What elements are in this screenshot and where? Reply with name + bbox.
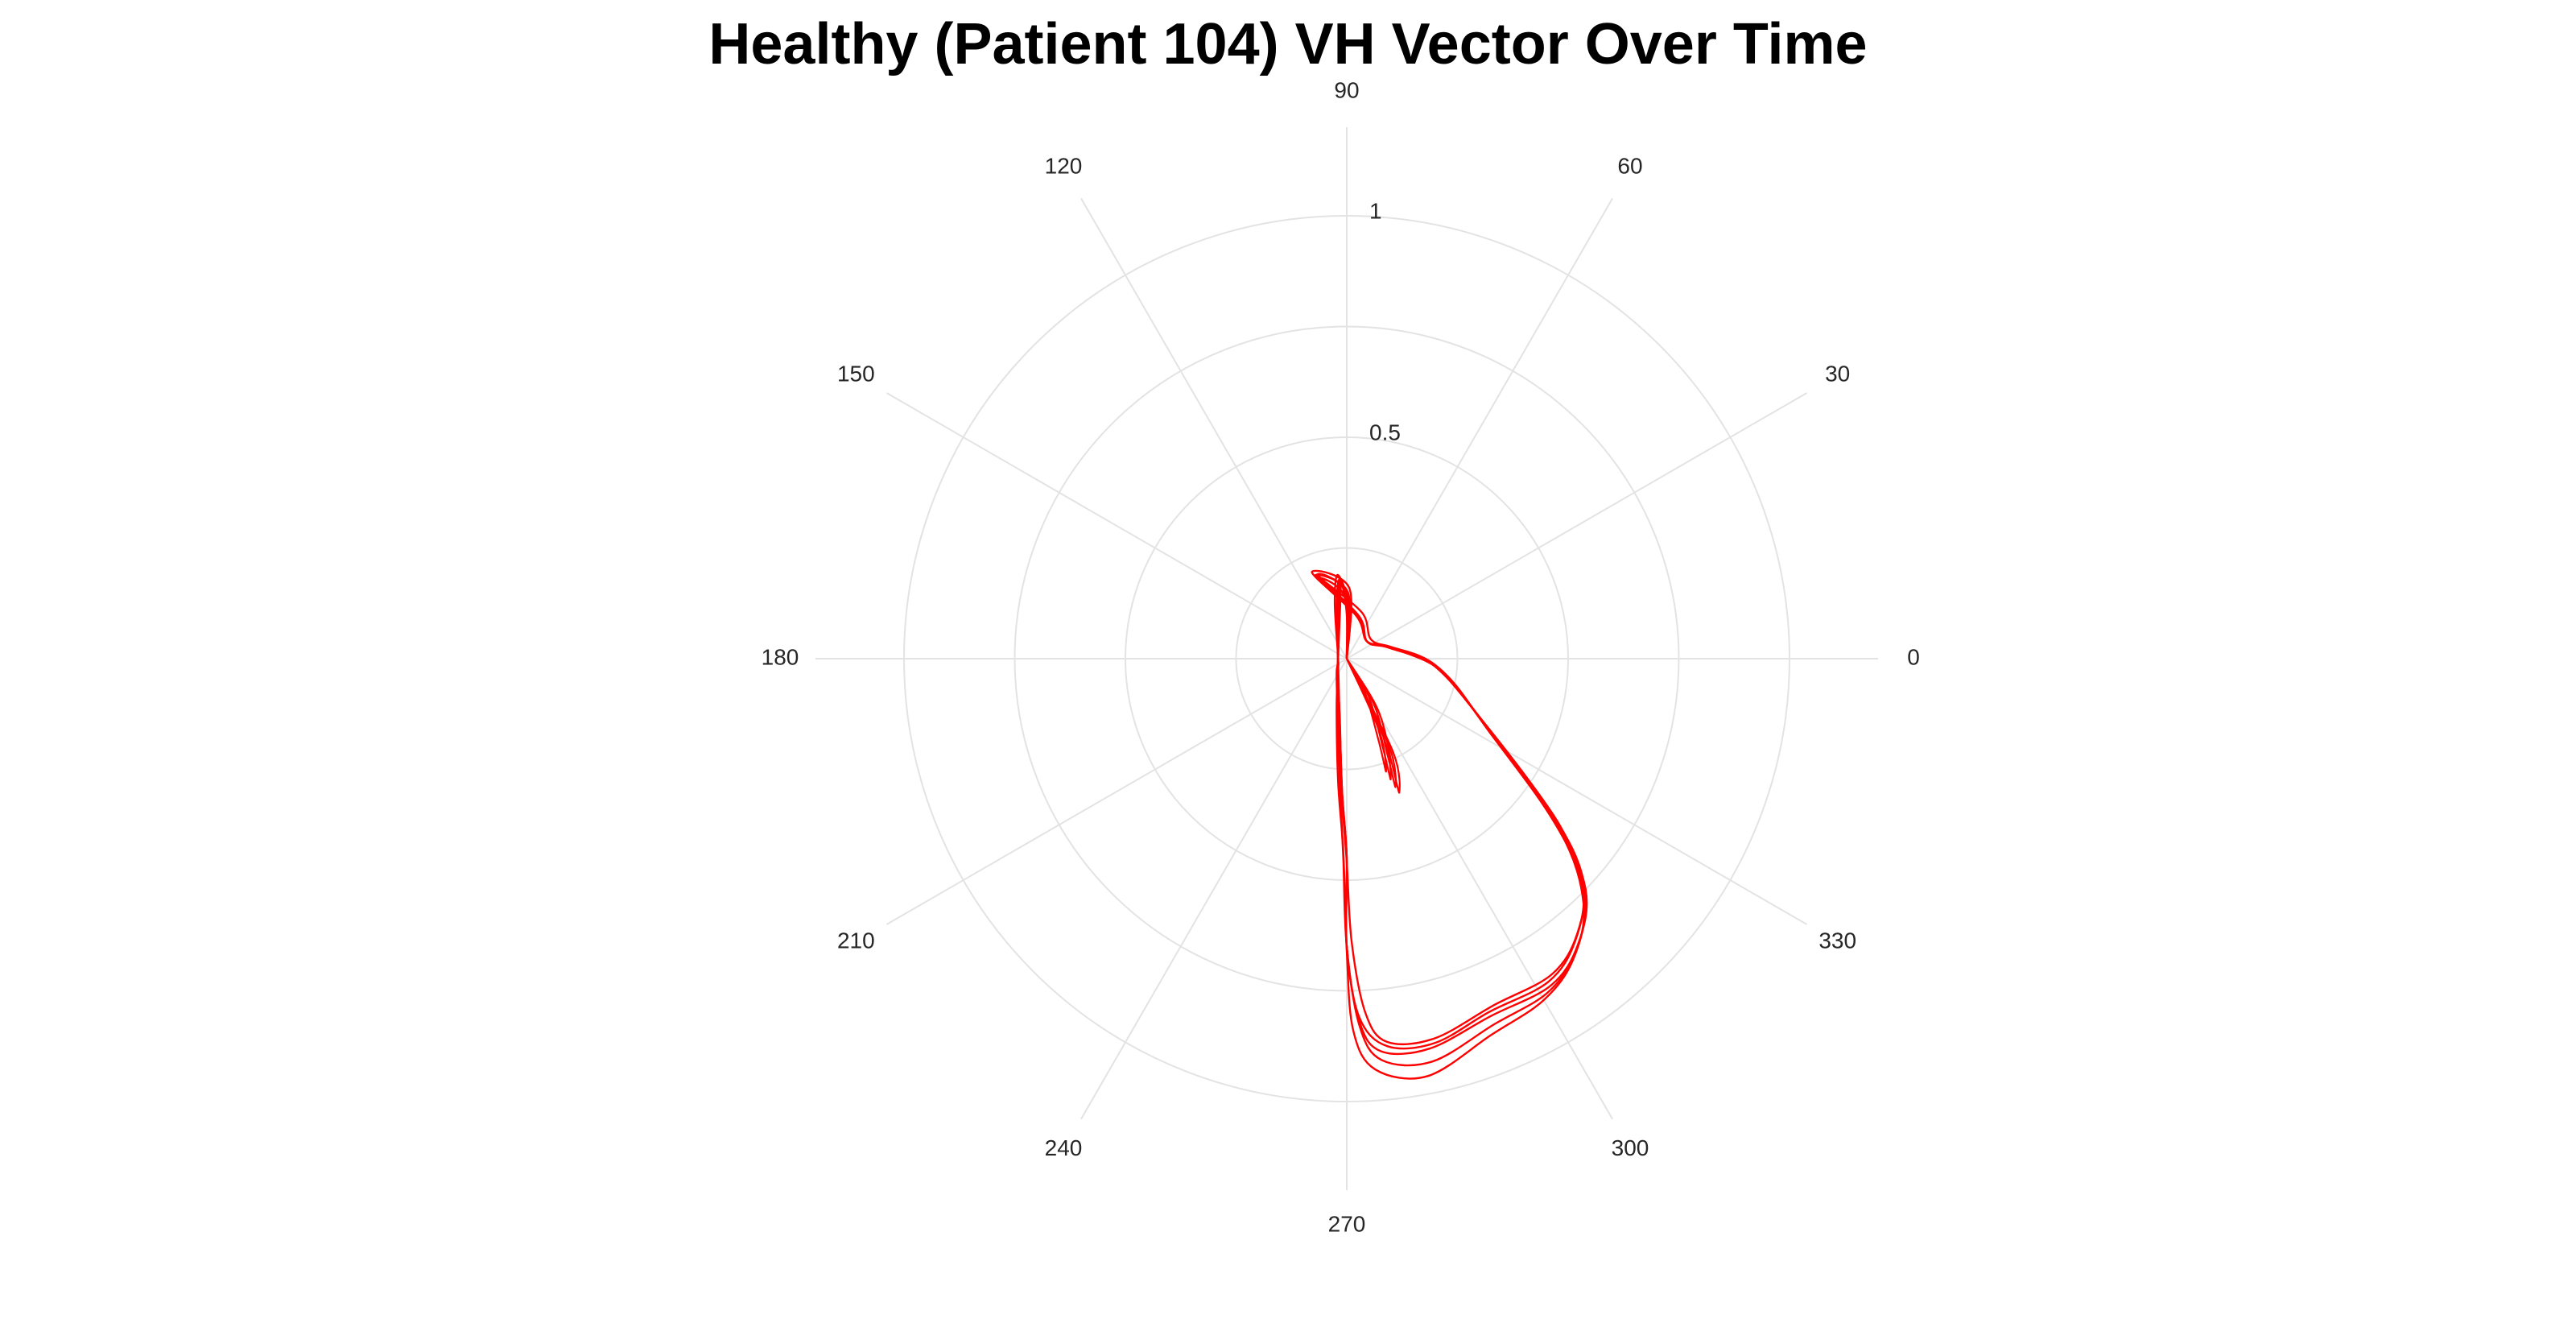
angle-tick-label: 270 <box>1328 1211 1366 1236</box>
radius-tick-label: 0.5 <box>1369 420 1401 444</box>
vector-lobe-3 <box>1345 658 1387 773</box>
angle-tick-label: 0 <box>1907 644 1920 669</box>
angle-tick-label: 330 <box>1818 928 1856 953</box>
angle-tick-label: 300 <box>1612 1135 1649 1160</box>
vector-loop-5 <box>1314 573 1585 1050</box>
grid-spoke <box>1080 197 1348 659</box>
grid-spoke <box>886 658 1348 925</box>
grid-spoke <box>1346 197 1613 659</box>
polar-grid <box>815 127 1878 1190</box>
grid-spoke <box>1346 658 1808 925</box>
axis-labels: 0 30 60 90 120 150 180 210 240 270 300 330 0.5 1 <box>762 77 1920 1236</box>
angle-tick-label: 210 <box>837 928 875 953</box>
grid-spoke <box>1080 658 1348 1120</box>
vector-loop-4 <box>1316 573 1587 1067</box>
vector-lobe-1 <box>1346 658 1392 781</box>
grid-spoke <box>1346 658 1613 1120</box>
angle-tick-label: 30 <box>1825 361 1850 386</box>
angle-tick-label: 60 <box>1617 154 1642 179</box>
angle-tick-label: 90 <box>1334 77 1359 102</box>
chart-title: Healthy (Patient 104) VH Vector Over Tim… <box>708 12 1868 76</box>
grid-spoke <box>886 392 1348 659</box>
vector-lobe-4 <box>1346 658 1401 794</box>
grid-spoke <box>1346 392 1808 659</box>
vector-loop-3 <box>1311 569 1586 1046</box>
radius-tick-label: 1 <box>1369 198 1382 223</box>
angle-tick-label: 180 <box>762 644 799 669</box>
angle-tick-label: 240 <box>1045 1135 1083 1160</box>
angle-tick-label: 120 <box>1045 154 1083 179</box>
angle-tick-label: 150 <box>837 361 875 386</box>
data-traces <box>1311 569 1588 1080</box>
